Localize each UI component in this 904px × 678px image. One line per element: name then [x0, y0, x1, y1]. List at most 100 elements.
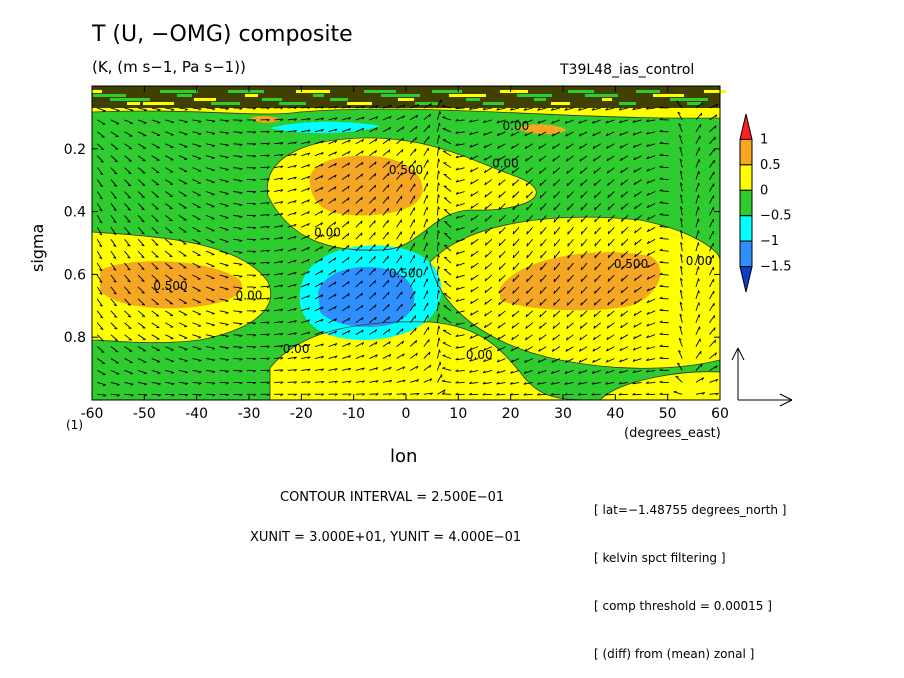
wind-vector-head — [513, 243, 514, 246]
wind-vector-head — [375, 220, 376, 223]
x-tick-label: 60 — [711, 406, 729, 422]
wind-vector-head — [595, 243, 596, 246]
stratosphere-noise — [143, 102, 174, 105]
wind-vector-head — [699, 278, 700, 281]
colorbar-label: −0.5 — [760, 209, 792, 224]
y-tick-label: 0.6 — [64, 267, 86, 283]
wind-vector-head — [699, 171, 700, 174]
y-tick-label: 0.2 — [64, 142, 86, 158]
wind-vector-head — [541, 255, 542, 258]
wind-vector-head — [581, 243, 582, 246]
note-line: [ (diff) from (mean) zonal ] — [594, 646, 786, 662]
stratosphere-noise — [177, 94, 192, 97]
colorbar-label: 0.5 — [760, 158, 781, 173]
wind-vector-head — [156, 209, 159, 210]
wind-vector-head — [595, 231, 596, 234]
wind-vector-head — [527, 231, 528, 234]
wind-vector-head — [554, 267, 555, 270]
wind-vector-head — [157, 123, 160, 124]
wind-vector-head — [554, 279, 555, 282]
wind-vector-head — [429, 125, 430, 128]
stratosphere-noise — [619, 102, 636, 105]
contour-label: 0.00 — [236, 289, 263, 303]
wind-vector-head — [185, 134, 188, 135]
stratosphere-noise — [449, 94, 486, 97]
reference-vector-head — [780, 394, 792, 400]
wind-vector-head — [212, 170, 215, 171]
x-tick-label: -30 — [238, 406, 261, 422]
wind-vector — [660, 167, 669, 168]
wind-vector-head — [388, 185, 389, 188]
stratosphere-noise — [364, 90, 396, 93]
wind-vector-head — [198, 146, 201, 147]
y-tick-label: 0.4 — [64, 205, 86, 221]
stratosphere-noise — [93, 94, 122, 97]
x-axis-unit: (degrees_east) — [624, 426, 721, 441]
wind-vector-head — [527, 279, 528, 282]
wind-vector-head — [212, 314, 215, 315]
stratosphere-noise — [211, 102, 240, 105]
wind-vector-head — [402, 304, 403, 307]
stratosphere-noise — [551, 102, 570, 105]
wind-vector-head — [142, 316, 145, 317]
wind-vector-head — [171, 361, 174, 362]
wind-vector — [220, 108, 229, 109]
page-title: T (U, −OMG) composite — [92, 22, 353, 47]
wind-vector-head — [198, 159, 201, 160]
stratosphere-noise — [330, 98, 348, 101]
wind-vector-head — [554, 219, 555, 222]
wind-vector-head — [142, 185, 145, 186]
stratosphere-noise — [432, 90, 462, 93]
colorbar-segment — [740, 165, 752, 190]
wind-vector-head — [698, 207, 699, 210]
colorbar-label: −1.5 — [760, 260, 792, 275]
wind-vector-head — [699, 290, 700, 293]
reference-vector-head — [780, 400, 792, 406]
wind-vector-head — [595, 267, 596, 270]
wind-vector-head — [198, 337, 201, 338]
stratosphere-noise — [347, 102, 372, 105]
wind-vector-head — [375, 232, 376, 235]
contour-interval: CONTOUR INTERVAL = 2.500E−01 — [280, 490, 504, 505]
colorbar-label: 0 — [760, 183, 768, 198]
wind-vector-head — [568, 243, 569, 246]
x-tick-label: -10 — [342, 406, 365, 422]
x-tick-label: 50 — [659, 406, 677, 422]
stratosphere-noise — [534, 98, 546, 101]
contour-label: 0.00 — [466, 348, 493, 362]
wind-vector-head — [554, 207, 555, 210]
stratosphere-noise — [483, 102, 504, 105]
wind-vector — [660, 298, 669, 299]
stratosphere-noise — [653, 94, 684, 97]
stratosphere-noise — [110, 98, 146, 101]
stratosphere-noise — [466, 98, 480, 101]
wind-vector-head — [540, 219, 541, 222]
vector-units: XUNIT = 3.000E+01, YUNIT = 4.000E−01 — [250, 530, 521, 545]
contour-label: 0.00 — [283, 342, 310, 356]
wind-vector-head — [540, 279, 541, 282]
wind-vector-head — [144, 373, 147, 374]
corner-label: (1) — [66, 418, 83, 432]
x-tick-label: 10 — [449, 406, 467, 422]
stratosphere-noise — [517, 94, 552, 97]
wind-vector-head — [568, 279, 569, 282]
wind-vector-head — [388, 292, 389, 295]
x-tick-label: 20 — [502, 406, 520, 422]
wind-vector-head — [442, 117, 445, 118]
colorbar-triangle-bottom — [740, 267, 752, 292]
wind-vector-head — [156, 197, 159, 198]
wind-vector-head — [674, 391, 677, 392]
x-tick-label: 30 — [554, 406, 572, 422]
wind-vector-head — [375, 256, 376, 259]
wind-vector — [660, 310, 669, 311]
wind-vector-head — [444, 209, 447, 210]
wind-vector-head — [568, 219, 569, 222]
y-axis-label: sigma — [28, 224, 47, 272]
wind-vector-head — [581, 279, 582, 282]
stratosphere-noise — [636, 90, 660, 93]
x-tick-label: -40 — [185, 406, 208, 422]
contour-label: 0.00 — [686, 254, 713, 268]
stratosphere-noise — [398, 98, 414, 101]
x-tick-label: 40 — [606, 406, 624, 422]
wind-vector-head — [388, 196, 389, 199]
